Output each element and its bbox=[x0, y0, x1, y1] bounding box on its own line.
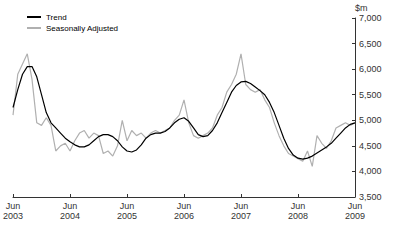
svg-text:5,000: 5,000 bbox=[359, 115, 382, 125]
svg-text:Seasonally Adjusted: Seasonally Adjusted bbox=[46, 24, 118, 33]
svg-text:4,500: 4,500 bbox=[359, 141, 382, 151]
svg-text:2004: 2004 bbox=[60, 211, 80, 221]
svg-text:Jun: Jun bbox=[291, 201, 306, 211]
svg-text:6,500: 6,500 bbox=[359, 39, 382, 49]
svg-text:7,000: 7,000 bbox=[359, 13, 382, 23]
svg-text:2007: 2007 bbox=[231, 211, 251, 221]
svg-text:4,000: 4,000 bbox=[359, 166, 382, 176]
svg-text:6,000: 6,000 bbox=[359, 64, 382, 74]
svg-text:2003: 2003 bbox=[3, 211, 23, 221]
svg-text:Jun: Jun bbox=[234, 201, 249, 211]
svg-text:5,500: 5,500 bbox=[359, 90, 382, 100]
svg-text:2008: 2008 bbox=[288, 211, 308, 221]
svg-text:2006: 2006 bbox=[174, 211, 194, 221]
svg-text:2009: 2009 bbox=[345, 211, 365, 221]
svg-text:$m: $m bbox=[355, 3, 368, 13]
svg-text:Jun: Jun bbox=[120, 201, 135, 211]
svg-text:3,500: 3,500 bbox=[359, 192, 382, 202]
svg-text:Trend: Trend bbox=[46, 13, 67, 22]
svg-text:Jun: Jun bbox=[63, 201, 78, 211]
svg-text:Jun: Jun bbox=[177, 201, 192, 211]
svg-text:Jun: Jun bbox=[348, 201, 363, 211]
svg-text:Jun: Jun bbox=[6, 201, 21, 211]
svg-text:2005: 2005 bbox=[117, 211, 137, 221]
